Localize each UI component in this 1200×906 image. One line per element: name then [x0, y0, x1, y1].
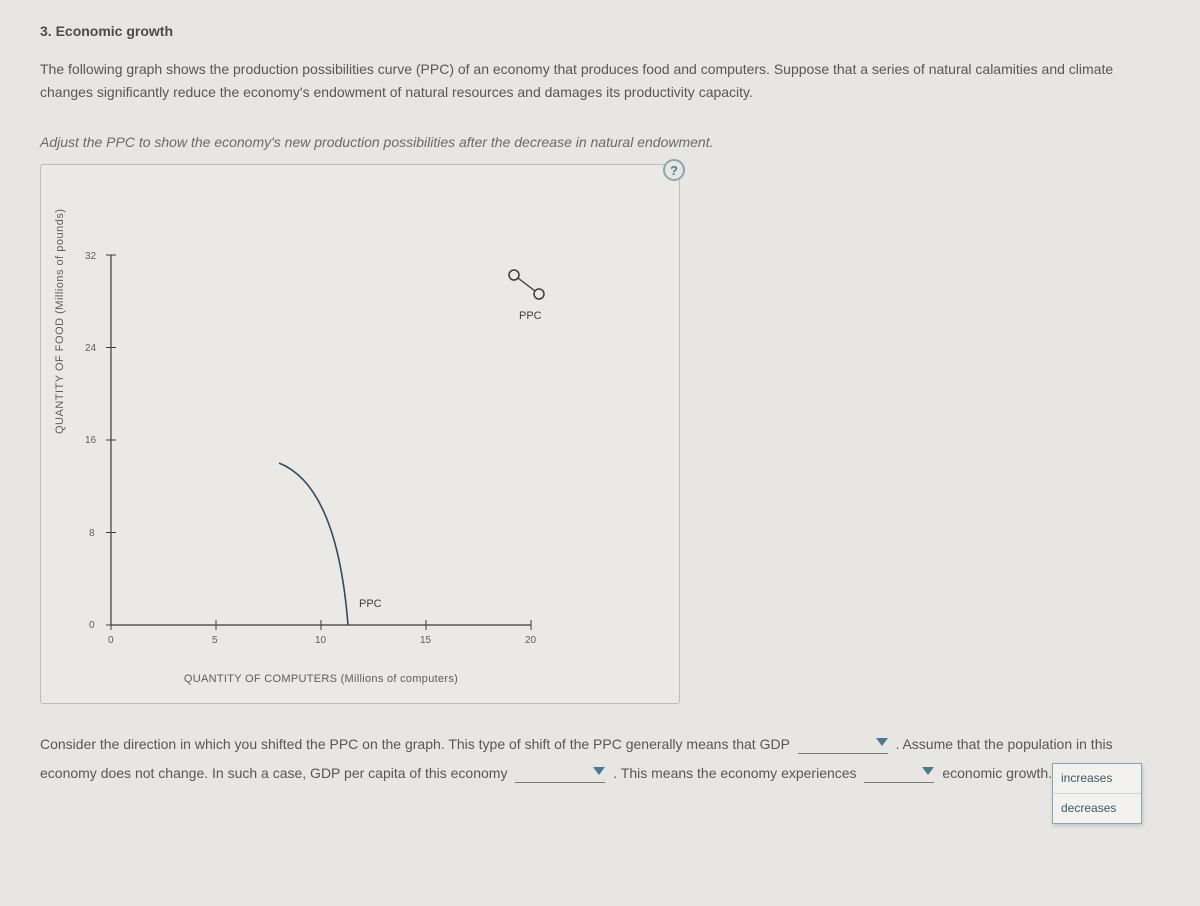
dropdown-option-increases[interactable]: increases [1053, 764, 1141, 794]
ytick-1: 8 [89, 526, 95, 542]
growth-type-dropdown[interactable] [864, 765, 934, 783]
xtick-4: 20 [525, 633, 536, 649]
bottom-text-1: Consider the direction in which you shif… [40, 736, 794, 752]
x-axis-label: QUANTITY OF COMPUTERS (Millions of compu… [111, 671, 531, 689]
intro-paragraph: The following graph shows the production… [40, 58, 1160, 103]
dropdown-options-popup: increases decreases [1052, 763, 1142, 824]
curve-label-lower: PPC [359, 598, 382, 610]
caret-icon [922, 767, 934, 775]
handle-endpoint-2[interactable] [534, 289, 544, 299]
chart-plot-area[interactable]: PPC PPC 0 8 16 24 32 0 5 10 15 20 [111, 255, 531, 625]
y-axis-label: QUANTITY OF FOOD (Millions of pounds) [52, 208, 70, 434]
xtick-0: 0 [108, 633, 114, 649]
instruction-text: Adjust the PPC to show the economy's new… [40, 131, 1160, 153]
question-text-block: Consider the direction in which you shif… [40, 730, 1160, 789]
ytick-3: 24 [85, 341, 96, 357]
section-heading: 3. Economic growth [40, 20, 1160, 42]
gdp-per-capita-dropdown[interactable] [515, 765, 605, 783]
chart-container: ? QUANTITY OF FOOD (Millions of pounds) [40, 164, 680, 704]
ppc-curve[interactable] [279, 463, 348, 625]
curve-label-handle: PPC [519, 310, 542, 322]
help-button[interactable]: ? [663, 159, 685, 181]
gdp-direction-dropdown[interactable] [798, 736, 888, 754]
ytick-2: 16 [85, 433, 96, 449]
xtick-2: 10 [315, 633, 326, 649]
bottom-text-3: . This means the economy experiences [613, 765, 860, 781]
dropdown-option-decreases[interactable]: decreases [1053, 794, 1141, 823]
chart-svg: PPC PPC [111, 255, 531, 625]
ytick-4: 32 [85, 249, 96, 265]
caret-icon [593, 767, 605, 775]
handle-endpoint-1[interactable] [509, 270, 519, 280]
xtick-3: 15 [420, 633, 431, 649]
caret-icon [876, 738, 888, 746]
xtick-1: 5 [212, 633, 218, 649]
bottom-text-4: economic growth. [942, 765, 1052, 781]
ytick-0: 0 [89, 618, 95, 634]
